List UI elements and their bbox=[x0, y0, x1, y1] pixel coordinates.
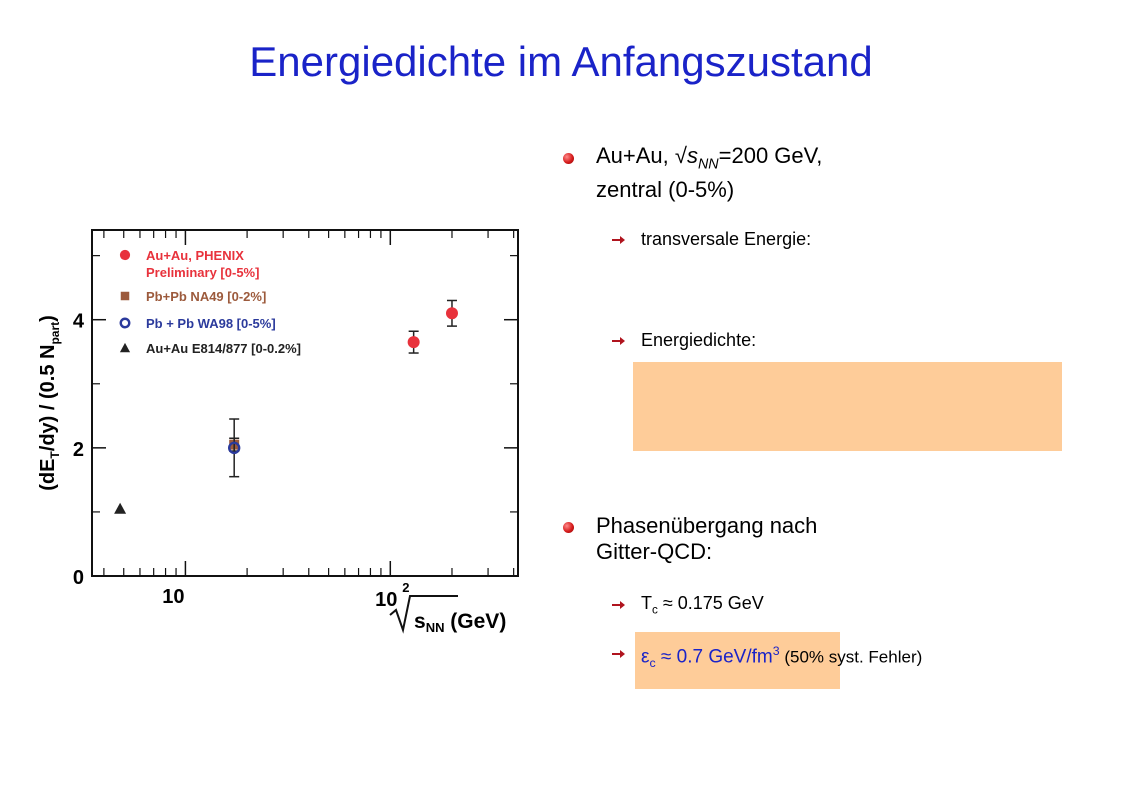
legend-label: Au+Au E814/877 [0-0.2%] bbox=[146, 341, 301, 356]
legend-label: Preliminary [0-5%] bbox=[146, 265, 259, 280]
sub-bullet-tc: Tc ≈ 0.175 GeV bbox=[641, 592, 764, 622]
sub-bullet-transverse-energy: transversale Energie: bbox=[641, 229, 812, 249]
plot-frame bbox=[91, 229, 519, 577]
sub-bullet-epsilon-c: εc ≈ 0.7 GeV/fm3 (50% syst. Fehler) bbox=[641, 640, 922, 674]
data-point bbox=[227, 441, 241, 455]
bullet-phase-line1: Phasenübergang nach bbox=[596, 513, 818, 538]
x-tick-label-10: 10 bbox=[162, 586, 184, 608]
legend-label: Au+Au, PHENIX bbox=[146, 248, 244, 263]
sqrt-s-symbol: s bbox=[686, 143, 698, 168]
bullet-dot-icon bbox=[563, 522, 574, 533]
energy-density-chart: 0 2 4 10 10 2 sNN (GeV) (dET/dy) / (0.5 Npart) A… bbox=[37, 229, 519, 635]
bullet-au-au-prefix: Au+Au, √ bbox=[596, 143, 687, 168]
arrow-bullet-icon bbox=[612, 236, 625, 244]
y-tick-label: 2 bbox=[73, 439, 84, 461]
legend-marker bbox=[120, 291, 130, 301]
epsilon-symbol: ε bbox=[641, 646, 650, 668]
arrow-bullet-icon bbox=[612, 650, 625, 658]
sub-bullet-energy-density: Energiedichte: bbox=[641, 330, 757, 350]
bullet-phase-line2: Gitter-QCD: bbox=[596, 539, 713, 564]
bullet-dot-icon bbox=[563, 153, 574, 164]
epsilon-highlight-box bbox=[635, 632, 840, 689]
legend-marker bbox=[119, 342, 131, 353]
data-point bbox=[407, 336, 420, 349]
page-title: Energiedichte im Anfangszustand bbox=[249, 38, 873, 85]
arrow-bullet-icon bbox=[612, 337, 625, 345]
bullet-au-au-suffix: =200 GeV, bbox=[718, 143, 823, 168]
epsilon-subscript: c bbox=[649, 656, 656, 671]
epsilon-note: (50% syst. Fehler) bbox=[779, 647, 923, 667]
nn-subscript: NN bbox=[697, 156, 719, 173]
x-tick-label-100-exponent: 2 bbox=[402, 580, 409, 595]
epsilon-unit-exponent: 3 bbox=[772, 644, 780, 658]
legend-marker bbox=[119, 249, 131, 261]
epsilon-value: ≈ 0.7 GeV/fm bbox=[655, 646, 773, 668]
x-axis-label: sNN (GeV) bbox=[414, 610, 506, 635]
x-tick-label-100: 10 bbox=[375, 589, 397, 611]
legend-marker bbox=[119, 317, 131, 329]
legend-label: Pb + Pb WA98 [0-5%] bbox=[146, 316, 276, 331]
tc-value: ≈ 0.175 GeV bbox=[657, 593, 764, 613]
y-axis-label: (dET/dy) / (0.5 Npart) bbox=[37, 315, 62, 491]
tc-subscript: c bbox=[652, 603, 658, 617]
bullet-au-au: Au+Au, √sNN=200 GeV, zentral (0-5%) bbox=[596, 143, 822, 203]
bullet-phase-transition: Phasenübergang nach Gitter-QCD: bbox=[596, 513, 817, 565]
tc-symbol: T bbox=[641, 593, 652, 613]
legend-label: Pb+Pb NA49 [0-2%] bbox=[146, 289, 266, 304]
y-tick-label: 4 bbox=[73, 311, 85, 333]
formula-highlight-box bbox=[633, 362, 1062, 451]
data-point bbox=[114, 502, 127, 514]
sqrt-sign-icon bbox=[389, 595, 458, 634]
bullet-au-au-line2: zentral (0-5%) bbox=[596, 177, 735, 203]
data-point bbox=[445, 307, 458, 320]
y-tick-label: 0 bbox=[73, 567, 84, 589]
arrow-bullet-icon bbox=[612, 601, 625, 609]
